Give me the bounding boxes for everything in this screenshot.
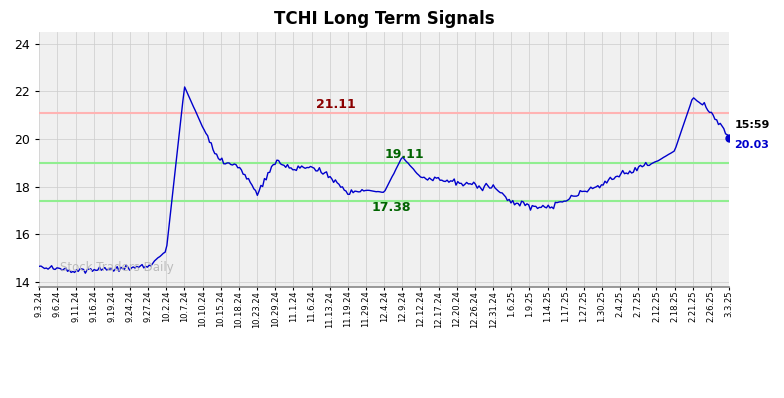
Text: 19.11: 19.11	[385, 148, 425, 161]
Text: 21.11: 21.11	[316, 98, 356, 111]
Text: 20.03: 20.03	[735, 140, 769, 150]
Title: TCHI Long Term Signals: TCHI Long Term Signals	[274, 10, 495, 27]
Text: Stock Traders Daily: Stock Traders Daily	[60, 261, 173, 274]
Text: 15:59: 15:59	[735, 120, 770, 130]
Text: 17.38: 17.38	[372, 201, 411, 215]
